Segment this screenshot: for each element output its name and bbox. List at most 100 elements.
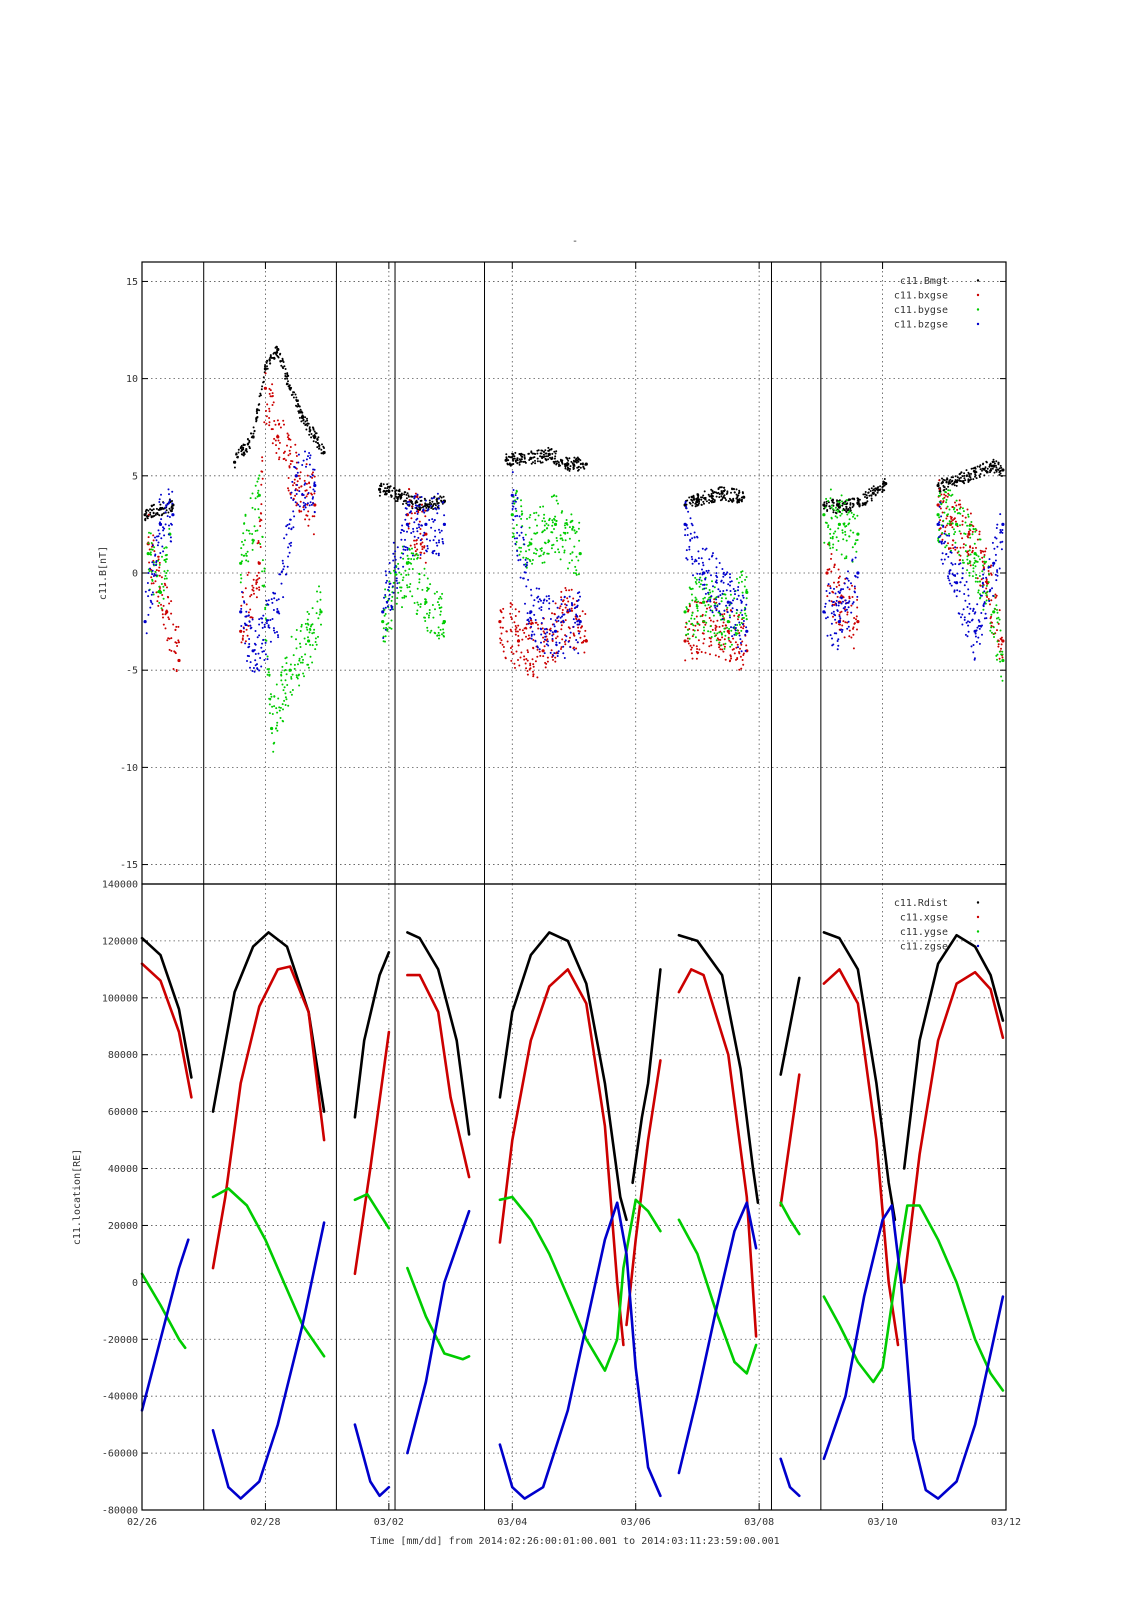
bfield-scatter-3-0-32 bbox=[156, 535, 158, 538]
bfield-scatter-0-22-14 bbox=[702, 494, 705, 497]
bfield-scatter-0-18-42 bbox=[566, 462, 569, 464]
bfield-scatter-3-23-34 bbox=[948, 572, 951, 575]
bfield-scatter-3-12-45 bbox=[523, 571, 526, 574]
bfield-scatter-0-8-27 bbox=[313, 430, 316, 433]
bfield-scatter-2-15-28 bbox=[559, 558, 562, 561]
bfield-scatter-2-13-43 bbox=[529, 543, 532, 546]
bfield-scatter-3-0-18 bbox=[157, 529, 160, 532]
bfield-scatter-2-9-19 bbox=[382, 640, 385, 643]
bfield-scatter-2-10-1 bbox=[406, 554, 409, 557]
bfield-scatter-1-16-19 bbox=[690, 648, 693, 651]
bfield-scatter-3-6-7 bbox=[313, 490, 316, 493]
bfield-scatter-2-25-35 bbox=[972, 570, 975, 573]
bfield-scatter-1-13-33 bbox=[548, 632, 551, 635]
bfield-scatter-1-12-39 bbox=[536, 648, 539, 651]
bfield-scatter-3-24-9 bbox=[967, 588, 970, 591]
bfield-scatter-1-16-0 bbox=[691, 635, 694, 638]
bfield-scatter-3-8-3 bbox=[402, 530, 405, 533]
bfield-scatter-3-23-41 bbox=[948, 534, 951, 537]
bfield-scatter-1-9-11 bbox=[424, 515, 427, 518]
bfield-scatter-3-5-46 bbox=[289, 544, 292, 547]
bfield-scatter-3-25-38 bbox=[974, 629, 977, 632]
bfield-scatter-1-23-13 bbox=[947, 542, 949, 545]
bfield-scatter-0-5-10 bbox=[268, 358, 271, 361]
location-ytick-label-4: 60000 bbox=[108, 1107, 138, 1118]
bfield-scatter-1-26-1 bbox=[987, 570, 990, 572]
bfield-scatter-0-0-14 bbox=[150, 504, 153, 507]
bfield-scatter-2-19-7 bbox=[739, 611, 742, 614]
bfield-scatter-2-3-38 bbox=[256, 495, 259, 498]
bfield-scatter-2-18-33 bbox=[709, 630, 712, 633]
bfield-scatter-3-3-27 bbox=[240, 625, 243, 627]
bfield-scatter-1-1-11 bbox=[170, 600, 173, 603]
bfield-scatter-2-9-54 bbox=[390, 619, 393, 622]
bfield-scatter-2-7-14 bbox=[317, 617, 320, 620]
bfield-scatter-0-32-42 bbox=[984, 470, 987, 472]
bfield-scatter-0-12-49 bbox=[390, 495, 393, 498]
bfield-scatter-0-21-1 bbox=[691, 504, 694, 507]
bfield-scatter-3-20-36 bbox=[837, 644, 840, 647]
bfield-scatter-0-22-19 bbox=[710, 488, 713, 491]
bfield-scatter-3-12-0 bbox=[524, 602, 526, 605]
bfield-scatter-3-21-5 bbox=[846, 586, 849, 589]
bfield-scatter-2-27-9 bbox=[1001, 653, 1004, 656]
bfield-scatter-0-27-35 bbox=[864, 503, 867, 506]
bfield-scatter-3-12-19 bbox=[512, 489, 515, 491]
bfield-scatter-0-23-29 bbox=[733, 491, 736, 494]
bfield-scatter-1-25-47 bbox=[986, 596, 989, 598]
bfield-scatter-1-11-46 bbox=[510, 616, 513, 619]
bfield-scatter-2-1-10 bbox=[165, 558, 168, 561]
bfield-scatter-1-12-30 bbox=[528, 668, 531, 671]
bfield-scatter-2-21-3 bbox=[829, 532, 832, 535]
bfield-scatter-2-10-31 bbox=[416, 601, 419, 604]
bfield-scatter-1-11-44 bbox=[509, 628, 512, 631]
bfield-scatter-2-4-3 bbox=[263, 570, 266, 573]
x-tick-label-6: 03/10 bbox=[868, 1517, 898, 1528]
bfield-scatter-1-11-41 bbox=[514, 615, 517, 617]
bfield-point-2-3 bbox=[239, 561, 243, 565]
bfield-scatter-0-33-14 bbox=[1000, 466, 1003, 469]
bfield-scatter-2-14-11 bbox=[551, 521, 554, 524]
bfield-scatter-2-19-23 bbox=[736, 624, 739, 626]
bfield-scatter-2-6-18 bbox=[290, 693, 293, 696]
bfield-scatter-0-19-41 bbox=[577, 460, 580, 463]
bfield-scatter-2-7-8 bbox=[309, 643, 312, 646]
bfield-scatter-1-7-30 bbox=[306, 474, 309, 477]
bfield-scatter-2-18-54 bbox=[720, 632, 723, 634]
bfield-scatter-1-3-7 bbox=[258, 586, 261, 589]
bfield-scatter-3-16-18 bbox=[685, 507, 688, 510]
bfield-scatter-0-33-6 bbox=[999, 472, 1002, 475]
bfield-scatter-0-23-31 bbox=[726, 491, 729, 494]
bfield-scatter-3-4-49 bbox=[265, 620, 268, 623]
bfield-scatter-2-25-12 bbox=[968, 549, 971, 552]
bfield-scatter-1-0-26 bbox=[157, 604, 160, 607]
bfield-scatter-3-17-34 bbox=[724, 574, 727, 576]
bfield-scatter-0-22-45 bbox=[696, 504, 699, 507]
bfield-scatter-1-13-13 bbox=[543, 645, 546, 648]
bfield-scatter-1-6-17 bbox=[289, 452, 292, 455]
bfield-scatter-2-17-44 bbox=[695, 605, 698, 608]
bfield-scatter-0-28-27 bbox=[884, 482, 887, 485]
bfield-scatter-2-15-21 bbox=[556, 539, 559, 542]
bfield-scatter-0-23-38 bbox=[728, 497, 731, 500]
bfield-scatter-0-3-39 bbox=[247, 442, 250, 445]
bfield-scatter-3-8-44 bbox=[388, 562, 391, 564]
bfield-scatter-1-11-19 bbox=[514, 608, 517, 611]
bfield-scatter-3-17-63 bbox=[726, 571, 729, 574]
location-legend-label-1: c11.xgse bbox=[900, 913, 948, 924]
bfield-scatter-3-26-15 bbox=[999, 513, 1002, 516]
bfield-scatter-1-5-8 bbox=[273, 437, 276, 440]
bfield-scatter-1-7-19 bbox=[295, 455, 298, 457]
bfield-scatter-2-11-4 bbox=[438, 597, 440, 600]
bfield-scatter-2-21-25 bbox=[832, 543, 835, 546]
bfield-scatter-3-17-47 bbox=[715, 581, 718, 584]
bfield-scatter-2-14-5 bbox=[536, 549, 539, 552]
bfield-scatter-2-19-14 bbox=[735, 634, 738, 636]
bfield-scatter-2-25-39 bbox=[962, 510, 965, 513]
bfield-point-0-3 bbox=[233, 460, 237, 464]
bfield-scatter-3-6-36 bbox=[307, 455, 309, 458]
bfield-scatter-2-10-14 bbox=[410, 562, 413, 565]
bfield-scatter-1-21-6 bbox=[852, 633, 855, 636]
bfield-scatter-0-30-33 bbox=[951, 480, 954, 483]
bfield-scatter-3-16-8 bbox=[698, 578, 701, 581]
